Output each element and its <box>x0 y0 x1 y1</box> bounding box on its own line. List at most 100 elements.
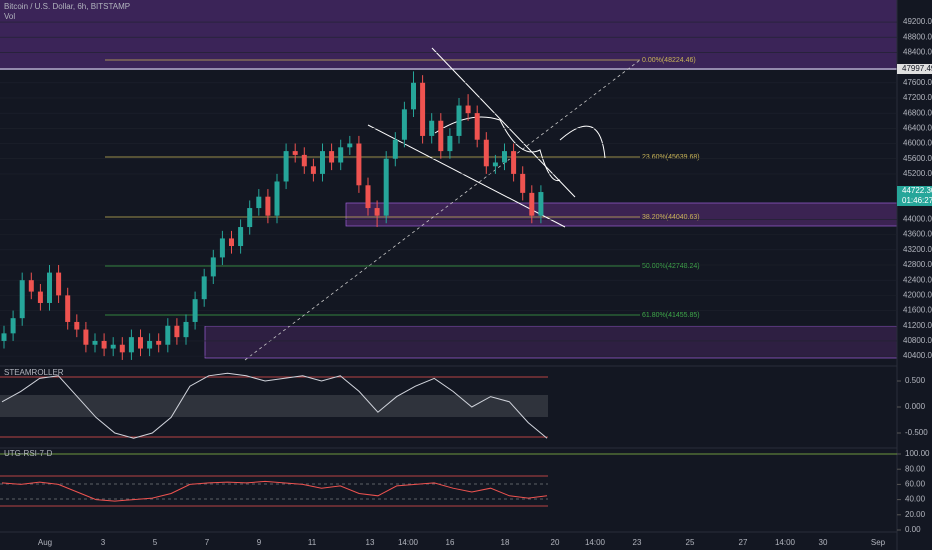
price-tag <box>897 64 932 74</box>
y-tick-label: 45600.00 <box>903 154 932 163</box>
fib-label: 50.00%(42748.24) <box>642 263 700 270</box>
candle-body <box>392 139 398 159</box>
x-tick-label: 13 <box>366 538 375 547</box>
demand-zone <box>204 325 898 359</box>
price-tag-label: 44722.30 <box>902 186 932 195</box>
candle-body <box>238 227 244 247</box>
candle-body <box>283 151 289 182</box>
y-tick-label: -0.500 <box>905 428 928 437</box>
candle-body <box>47 272 52 303</box>
y-tick-label: 45200.00 <box>903 169 932 178</box>
candle-body <box>420 82 426 136</box>
candle-body <box>128 337 134 353</box>
y-tick-label: 42800.00 <box>903 260 932 269</box>
candle-body <box>19 280 25 319</box>
y-tick-label: 46000.00 <box>903 139 932 148</box>
candle-body <box>474 113 480 140</box>
candle-body <box>338 147 344 163</box>
indicator-line <box>1 372 548 439</box>
y-tick-label: 47200.00 <box>903 93 932 102</box>
y-tick-label: 40.00 <box>905 495 926 504</box>
x-tick-label: 18 <box>501 538 510 547</box>
x-tick-label: 14:00 <box>775 538 796 547</box>
candle-body <box>292 151 298 155</box>
x-tick-label: 3 <box>101 538 106 547</box>
y-tick-label: 40800.00 <box>903 336 932 345</box>
y-tick-label: 46800.00 <box>903 108 932 117</box>
candle-body <box>10 318 16 334</box>
x-tick-label: Sep <box>871 538 886 547</box>
candle-body <box>74 321 80 330</box>
candle-body <box>310 166 316 174</box>
candle-body <box>201 276 207 300</box>
candle-body <box>329 151 335 163</box>
candle-body <box>429 120 435 136</box>
candle-body <box>383 158 389 216</box>
candle-body <box>483 139 489 167</box>
candle-body <box>110 344 116 349</box>
candle-body <box>147 340 153 349</box>
x-tick-label: 16 <box>446 538 455 547</box>
x-tick-label: 14:00 <box>398 538 419 547</box>
fib-label: 0.00%(48224.46) <box>642 57 696 64</box>
y-tick-label: 0.000 <box>905 402 926 411</box>
candle-body <box>192 299 198 322</box>
y-tick-label: 43600.00 <box>903 230 932 239</box>
candle-body <box>411 82 416 110</box>
y-tick-label: 49200.00 <box>903 17 932 26</box>
y-tick-label: 41200.00 <box>903 321 932 330</box>
y-tick-label: 48400.00 <box>903 48 932 57</box>
candle-body <box>356 143 362 186</box>
candle-body <box>274 181 280 216</box>
x-tick-label: 30 <box>819 538 828 547</box>
y-tick-label: 100.00 <box>905 449 930 458</box>
pattern-drawing <box>434 116 561 182</box>
x-tick-label: 25 <box>686 538 695 547</box>
candle-body <box>447 135 453 152</box>
y-tick-label: 42000.00 <box>903 290 932 299</box>
candle-body <box>320 151 325 174</box>
trend-line <box>431 47 576 198</box>
indicator-line <box>1 480 548 502</box>
candle-body <box>83 329 89 345</box>
candle-body <box>119 344 125 353</box>
x-tick-label: 23 <box>633 538 642 547</box>
candle-body <box>438 120 444 152</box>
candle-body <box>401 109 407 140</box>
y-tick-label: 44000.00 <box>903 215 932 224</box>
candle-body <box>511 151 517 174</box>
volume-label: Vol <box>4 12 15 21</box>
supply-zone <box>0 0 897 68</box>
candle-body <box>37 291 43 303</box>
indicator-title: STEAMROLLER <box>4 368 64 377</box>
candle-body <box>347 143 353 148</box>
candle-body <box>492 162 498 167</box>
candle-body <box>165 325 171 345</box>
candle-body <box>265 196 271 216</box>
candle-body <box>56 272 62 296</box>
y-tick-label: 60.00 <box>905 480 926 489</box>
candle-body <box>374 208 380 216</box>
candle-body <box>365 185 371 209</box>
trend-line <box>244 59 641 361</box>
candle-body <box>529 192 535 216</box>
candle-body <box>174 325 180 338</box>
y-tick-label: 40400.00 <box>903 351 932 360</box>
y-tick-label: 0.00 <box>905 525 921 534</box>
fib-label: 61.80%(41455.85) <box>642 312 700 319</box>
x-tick-label: 14:00 <box>585 538 606 547</box>
indicator-band <box>0 395 548 417</box>
price-tag-label: 47997.49 <box>902 64 932 73</box>
y-tick-label: 43200.00 <box>903 245 932 254</box>
candle-body <box>520 173 526 193</box>
candle-body <box>301 154 307 167</box>
y-tick-label: 80.00 <box>905 464 926 473</box>
candle-body <box>247 208 253 228</box>
y-tick-label: 48800.00 <box>903 32 932 41</box>
candle-body <box>219 238 225 258</box>
y-tick-label: 20.00 <box>905 510 926 519</box>
fib-label: 38.20%(44040.63) <box>642 214 700 221</box>
price-tag <box>897 186 932 206</box>
